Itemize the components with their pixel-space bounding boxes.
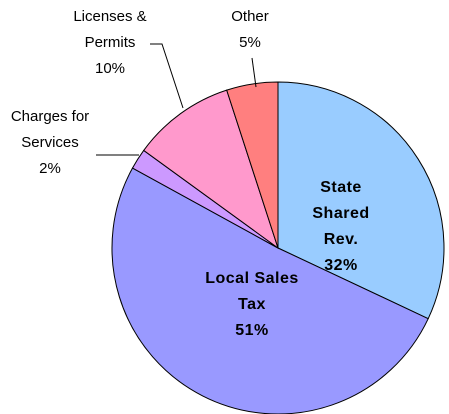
slice-name: Charges for Services [10, 108, 90, 151]
slice-name: State Shared Rev. [312, 179, 370, 248]
slice-name: Licenses & Permits [73, 8, 147, 51]
slice-value: 2% [39, 160, 61, 177]
leader-line [251, 57, 257, 88]
slice-value: 51% [235, 322, 269, 339]
data-label: Other 5% [210, 4, 290, 56]
pie-slice [111, 167, 429, 414]
data-label: Charges for Services 2% [8, 104, 92, 182]
leader-line [150, 43, 184, 109]
slice-value: 32% [324, 257, 358, 274]
pie-slice [277, 81, 445, 320]
slice-value: 10% [94, 60, 126, 77]
pie-slice [226, 81, 279, 249]
pie-slice [143, 89, 279, 250]
slice-value: 5% [239, 34, 261, 51]
slice-name: Other [231, 8, 269, 25]
data-label: Local Sales Tax 51% [205, 266, 299, 344]
data-label: State Shared Rev. 32% [300, 175, 382, 279]
data-label: Licenses & Permits 10% [50, 4, 170, 82]
slice-name: Local Sales Tax [205, 270, 299, 313]
